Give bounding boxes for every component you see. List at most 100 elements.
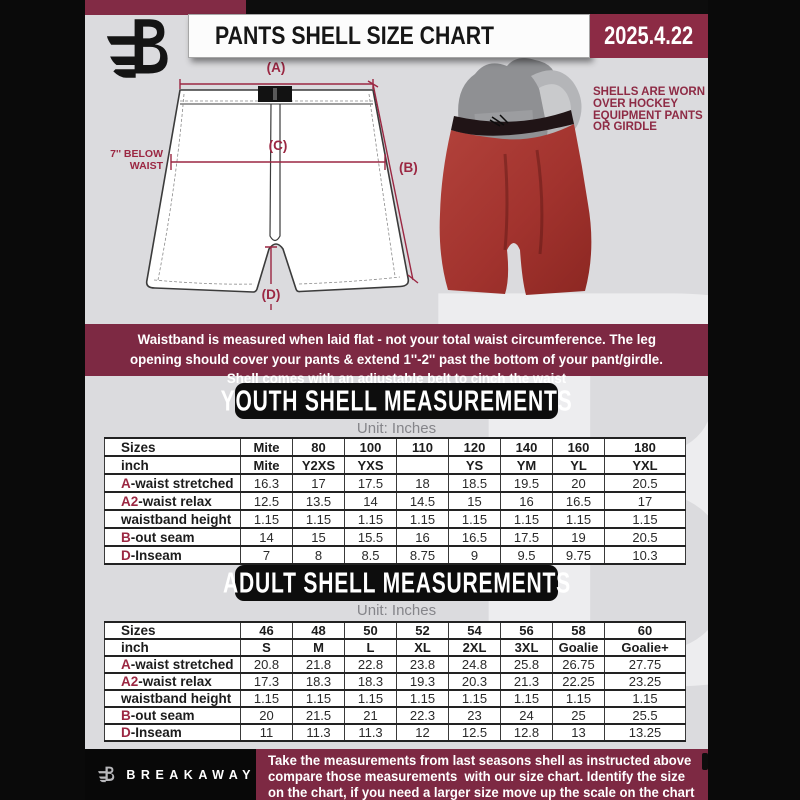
adult-unit-label: Unit: Inches — [356, 602, 437, 619]
value-cell: 1.15 — [552, 509, 605, 529]
value-cell: 12.8 — [500, 723, 553, 742]
value-cell: 9.5 — [500, 545, 553, 565]
date-badge: 2025.4.22 — [590, 14, 708, 58]
value-cell: 19.5 — [500, 473, 553, 493]
youth-section-title: YOUTH SHELL MEASUREMENTS — [220, 384, 573, 417]
value-cell: 25 — [552, 706, 605, 725]
value-cell: 16.3 — [240, 473, 293, 493]
table-row: waistband height 1.15 1.15 1.15 1.15 1.15 1.15… — [104, 689, 686, 708]
value-cell: 58 — [552, 621, 605, 640]
row-label-cell: D-Inseam — [104, 723, 241, 742]
value-cell: 18.3 — [292, 672, 345, 691]
value-cell: 15 — [448, 491, 501, 511]
value-cell: 1.15 — [240, 689, 293, 708]
footer-line: on the chart, if you need a larger size … — [268, 785, 695, 800]
value-cell: 1.15 — [500, 509, 553, 529]
row-label-cell: A-waist stretched — [104, 473, 241, 493]
measure-c-label: (C) — [269, 138, 288, 153]
value-cell: 13 — [552, 723, 605, 742]
value-cell: 14.5 — [396, 491, 449, 511]
value-cell: 120 — [448, 437, 501, 457]
header-maroon-strip — [85, 0, 246, 15]
value-cell: 13.5 — [292, 491, 345, 511]
value-cell: 20.3 — [448, 672, 501, 691]
value-cell: 17.5 — [344, 473, 397, 493]
value-cell: 23 — [448, 706, 501, 725]
value-cell: 21.8 — [292, 655, 345, 674]
value-cell: 1.15 — [344, 509, 397, 529]
value-cell — [396, 455, 449, 475]
value-cell: 12.5 — [448, 723, 501, 742]
value-cell: 11 — [240, 723, 293, 742]
value-cell: 11.3 — [292, 723, 345, 742]
value-cell: 15 — [292, 527, 345, 547]
table-row: B-out seam 14 15 15.5 16 16.5 17.5 19 20.5 — [104, 527, 686, 547]
youth-section-title-pill: YOUTH SHELL MEASUREMENTS — [221, 383, 572, 419]
row-label-cell: A-waist stretched — [104, 655, 241, 674]
value-cell: 21 — [344, 706, 397, 725]
value-cell: 56 — [500, 621, 553, 640]
table-row: A-waist stretched 20.8 21.8 22.8 23.8 24.8 25.… — [104, 655, 686, 674]
value-cell: 24 — [500, 706, 553, 725]
value-cell: 17 — [604, 491, 686, 511]
value-cell: 18 — [396, 473, 449, 493]
value-cell: 21.5 — [292, 706, 345, 725]
value-cell: 17.3 — [240, 672, 293, 691]
date-text: 2025.4.22 — [604, 21, 694, 50]
value-cell: 1.15 — [552, 689, 605, 708]
pants-caption-line: OVER HOCKEY — [593, 97, 678, 110]
value-cell: 8 — [292, 545, 345, 565]
value-cell: Y2XS — [292, 455, 345, 475]
value-cell: 48 — [292, 621, 345, 640]
table-row: inch S M L XL 2XL 3XL Goalie Goalie+ — [104, 638, 686, 657]
value-cell: 20 — [552, 473, 605, 493]
value-cell: 9 — [448, 545, 501, 565]
value-cell: 1.15 — [604, 509, 686, 529]
breakaway-footer-logo-icon — [98, 766, 115, 783]
value-cell: 12.5 — [240, 491, 293, 511]
value-cell: YS — [448, 455, 501, 475]
value-cell: 23.25 — [604, 672, 686, 691]
value-cell: M — [292, 638, 345, 657]
value-cell: 19.3 — [396, 672, 449, 691]
value-cell: 16 — [500, 491, 553, 511]
hockey-pants-photo — [439, 58, 592, 295]
value-cell: Goalie — [552, 638, 605, 657]
below-waist-note: 7'' BELOW WAIST — [110, 148, 163, 172]
pants-caption-line: EQUIPMENT PANTS — [593, 109, 703, 122]
value-cell: L — [344, 638, 397, 657]
table-row: Sizes Mite 80 100 110 120 140 160 180 — [104, 437, 686, 457]
measurement-notice-banner: Waistband is measured when laid flat - n… — [85, 324, 708, 386]
table-row: Sizes 46 48 50 52 54 56 58 60 — [104, 621, 686, 640]
value-cell: 22.8 — [344, 655, 397, 674]
row-label-cell: Sizes — [104, 621, 241, 640]
row-label-cell: D-Inseam — [104, 545, 241, 565]
breakaway-logo-icon — [101, 16, 181, 87]
value-cell: YXL — [604, 455, 686, 475]
value-cell: 1.15 — [240, 509, 293, 529]
value-cell: 140 — [500, 437, 553, 457]
value-cell: 50 — [344, 621, 397, 640]
brand-name: BREAKAWAY — [126, 767, 256, 782]
footer-brand-box: BREAKAWAY — [85, 749, 256, 800]
table-row: A2-waist relax 12.5 13.5 14 14.5 15 16 16.5 17 — [104, 491, 686, 511]
row-label-cell: inch — [104, 455, 241, 475]
notice-line: Waistband is measured when laid flat - n… — [137, 331, 656, 347]
value-cell: 20 — [240, 706, 293, 725]
value-cell: 1.15 — [500, 689, 553, 708]
value-cell: 1.15 — [396, 509, 449, 529]
value-cell: 16.5 — [448, 527, 501, 547]
value-cell: 110 — [396, 437, 449, 457]
row-label-cell: A2-waist relax — [104, 491, 241, 511]
value-cell: 9.75 — [552, 545, 605, 565]
value-cell: 52 — [396, 621, 449, 640]
value-cell: YM — [500, 455, 553, 475]
value-cell: YXS — [344, 455, 397, 475]
value-cell: 18.5 — [448, 473, 501, 493]
table-row: waistband height 1.15 1.15 1.15 1.15 1.15 1.15… — [104, 509, 686, 529]
value-cell: 46 — [240, 621, 293, 640]
value-cell: 80 — [292, 437, 345, 457]
footer-line: Take the measurements from last seasons … — [268, 753, 692, 768]
value-cell: 19 — [552, 527, 605, 547]
edge-tab-decoration — [702, 753, 708, 770]
